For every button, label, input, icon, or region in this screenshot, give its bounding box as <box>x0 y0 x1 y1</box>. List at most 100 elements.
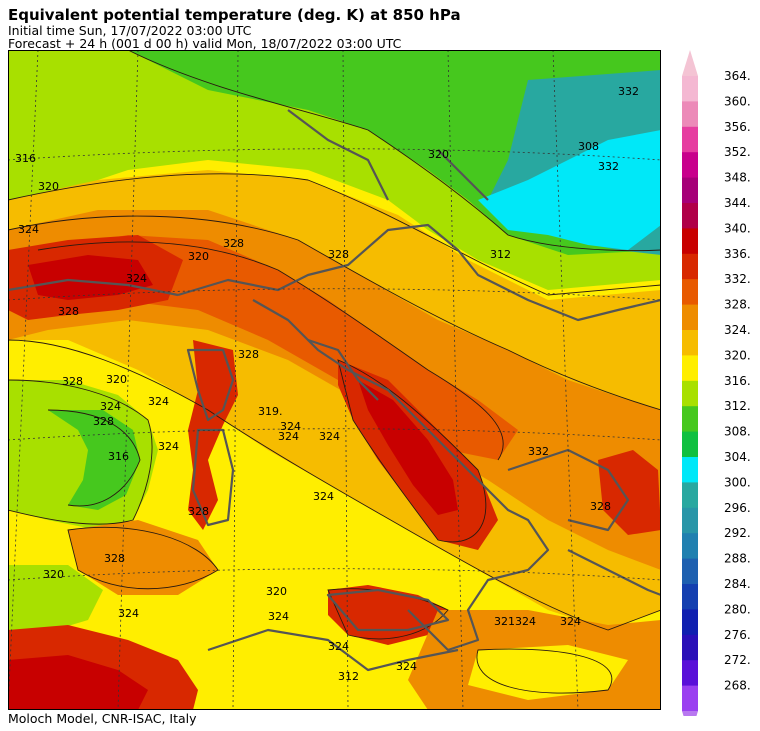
contour-label: 324 <box>268 610 289 623</box>
colorbar-box <box>682 76 698 102</box>
contour-label: 319. <box>258 405 283 418</box>
colorbar-tick-label: 268. <box>724 679 751 693</box>
contour-label: 324 <box>278 430 299 443</box>
colorbar-tick-label: 280. <box>724 602 751 616</box>
contour-label: 324 <box>319 430 340 443</box>
colorbar-tick-label: 304. <box>724 450 751 464</box>
field-region-hot-appennine-core <box>358 380 458 515</box>
contour-label: 328 <box>188 505 209 518</box>
colorbar-tick-label: 288. <box>724 552 751 566</box>
colorbar-tick-label: 284. <box>724 577 751 591</box>
colorbar-box <box>682 177 698 204</box>
colorbar-box <box>682 584 698 610</box>
contour-label: 324 <box>396 660 417 673</box>
field-region-northeast-cyan <box>478 130 661 250</box>
contour-label: 332 <box>528 445 549 458</box>
colorbar-tick-label: 320. <box>724 348 751 362</box>
colorbar-tick-label: 292. <box>724 526 751 540</box>
colorbar-box <box>682 330 698 356</box>
colorbar-box <box>682 152 698 179</box>
colorbar-box <box>682 457 698 483</box>
colorbar-tick-label: 364. <box>724 69 751 83</box>
contour-label: 328 <box>590 500 611 513</box>
colorbar-box <box>682 558 698 585</box>
contour-label: 328 <box>58 305 79 318</box>
lat-lon-grid <box>8 50 661 710</box>
contour-label: 328 <box>93 415 114 428</box>
contour-label: 324 <box>313 490 334 503</box>
contour-label: 324 <box>158 440 179 453</box>
colorbar-box <box>682 380 698 407</box>
colorbar-box <box>682 406 698 433</box>
contour-label: 324 <box>328 640 349 653</box>
colorbar-box <box>682 507 698 534</box>
contour-label: 324 <box>280 420 301 433</box>
colorbar-tick-label: 336. <box>724 247 751 261</box>
contour-label: 324 <box>126 272 147 285</box>
field-region-hot-southwest-core <box>8 655 148 710</box>
colorbar-tick-label: 312. <box>724 399 751 413</box>
colorbar-tick-label: 276. <box>724 628 751 642</box>
colorbar-box <box>682 660 698 687</box>
colorbar-box <box>682 126 698 153</box>
colorbar-box <box>682 685 698 712</box>
colorbar: 364. 360. 356. 352. 348. 344. 340. 336. 332. 328.… <box>682 50 751 716</box>
colorbar-box <box>682 609 698 636</box>
contour-label: 328 <box>328 248 349 261</box>
colorbar-tick-label: 324. <box>724 323 751 337</box>
colorbar-tick-label: 348. <box>724 171 751 185</box>
contour-label: 324 <box>560 615 581 628</box>
colorbar-box <box>682 228 698 255</box>
map-frame <box>8 50 661 710</box>
contour-label: 324 <box>100 400 121 413</box>
contour-label: 324 <box>148 395 169 408</box>
colorbar-tick-label: 360. <box>724 94 751 108</box>
colorbar-tick-label: 352. <box>724 145 751 159</box>
contour-label: 321324 <box>494 615 536 628</box>
colorbar-cap-top <box>682 50 698 76</box>
colorbar-tick-label: 296. <box>724 501 751 515</box>
field-region-sw-green <box>8 565 103 635</box>
contour-label: 332 <box>618 85 639 98</box>
colorbar-box <box>682 482 698 509</box>
colorbar-tick-label: 332. <box>724 272 751 286</box>
colorbar-box <box>682 203 698 229</box>
contour-label: 320 <box>188 250 209 263</box>
colorbar-box <box>682 533 698 560</box>
contour-label: 320 <box>38 180 59 193</box>
contour-label: 324 <box>18 223 39 236</box>
colorbar-box <box>682 355 698 382</box>
model-credit: Moloch Model, CNR-ISAC, Italy <box>8 711 197 726</box>
colorbar-box <box>682 304 698 331</box>
field-region-hot-east <box>598 450 661 535</box>
field-region-hot-northwest-core <box>28 255 153 300</box>
colorbar-tick-label: 316. <box>724 374 751 388</box>
colorbar-tick-label: 356. <box>724 120 751 134</box>
colorbar-box <box>682 279 698 306</box>
contour-lines <box>8 50 661 694</box>
contour-label: 312 <box>338 670 359 683</box>
colorbar-box <box>682 253 698 280</box>
field-region-west-swirl-inner <box>48 410 140 510</box>
colorbar-tick-label: 344. <box>724 196 751 210</box>
forecast-valid-label: Forecast + 24 h (001 d 00 h) valid Mon, … <box>8 36 402 51</box>
colorbar-tick-label: 272. <box>724 653 751 667</box>
colorbar-tick-label: 328. <box>724 298 751 312</box>
forecast-map: 316 320 324 328 320 324 312 328 328 320 320 324 328 3… <box>8 50 661 710</box>
colorbar-cap-bottom <box>682 711 698 716</box>
colorbar-box <box>682 101 698 128</box>
map-title: Equivalent potential temperature (deg. K… <box>8 6 461 24</box>
contour-label-layer: 316 320 324 328 320 324 312 328 328 320 320 324 328 3… <box>15 85 639 683</box>
contour-label: 328 <box>223 237 244 250</box>
contour-label: 320 <box>266 585 287 598</box>
field-region-sw-orange-swirl <box>68 520 218 595</box>
contour-label: 308 <box>578 140 599 153</box>
contour-label: 332 <box>598 160 619 173</box>
colorbar-tick-label: 340. <box>724 221 751 235</box>
colorbar-tick-label: 300. <box>724 475 751 489</box>
contour-label: 316 <box>15 152 36 165</box>
contour-label: 316 <box>108 450 129 463</box>
contour-label: 312 <box>490 248 511 261</box>
colorbar-tick-label: 308. <box>724 425 751 439</box>
contour-label: 324 <box>118 607 139 620</box>
